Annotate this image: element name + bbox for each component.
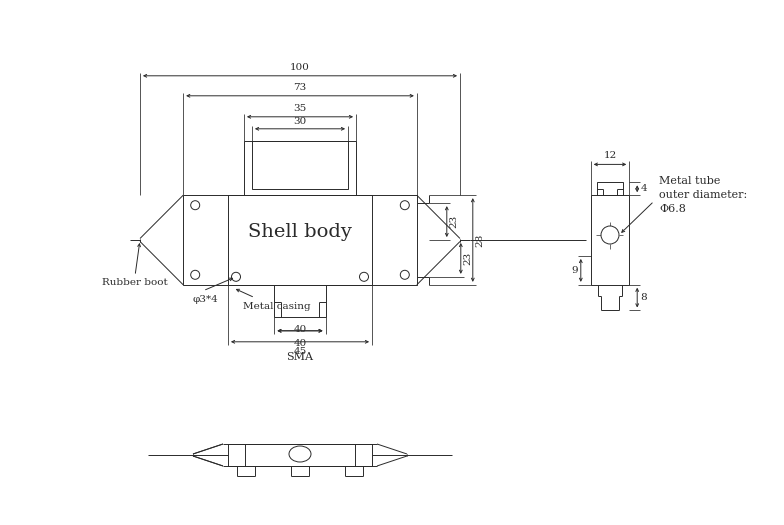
Circle shape: [191, 270, 200, 279]
Text: Metal casing: Metal casing: [243, 302, 310, 311]
Text: 9: 9: [572, 266, 578, 275]
Circle shape: [601, 226, 619, 244]
Text: 23: 23: [464, 252, 473, 265]
Bar: [183, 195, 417, 285]
Text: 45: 45: [293, 347, 307, 356]
Text: Metal tube
outer diameter:
Φ6.8: Metal tube outer diameter: Φ6.8: [659, 176, 747, 214]
Text: 12: 12: [604, 151, 617, 161]
Text: 28: 28: [476, 234, 485, 247]
Text: Rubber boot: Rubber boot: [102, 278, 168, 287]
Circle shape: [401, 270, 409, 279]
Text: 100: 100: [290, 63, 310, 72]
Text: 30: 30: [293, 117, 307, 126]
Circle shape: [360, 272, 368, 281]
Text: 8: 8: [641, 293, 647, 302]
Text: φ3*4: φ3*4: [193, 295, 219, 304]
Bar: [228, 444, 372, 466]
Circle shape: [191, 201, 200, 209]
Bar: [252, 141, 348, 189]
Ellipse shape: [289, 446, 311, 462]
Bar: [228, 195, 372, 285]
Text: 40: 40: [293, 325, 307, 334]
Text: 40: 40: [293, 339, 307, 348]
Bar: [591, 195, 630, 285]
Text: 23: 23: [450, 215, 459, 228]
Text: 35: 35: [293, 104, 307, 113]
Text: Shell body: Shell body: [248, 223, 352, 241]
Circle shape: [401, 201, 409, 209]
Bar: [597, 182, 623, 195]
Bar: [244, 141, 356, 195]
Bar: [274, 285, 325, 317]
Text: 73: 73: [293, 83, 307, 92]
Text: SMA: SMA: [286, 352, 314, 362]
Circle shape: [231, 272, 241, 281]
Text: 4: 4: [641, 184, 647, 193]
